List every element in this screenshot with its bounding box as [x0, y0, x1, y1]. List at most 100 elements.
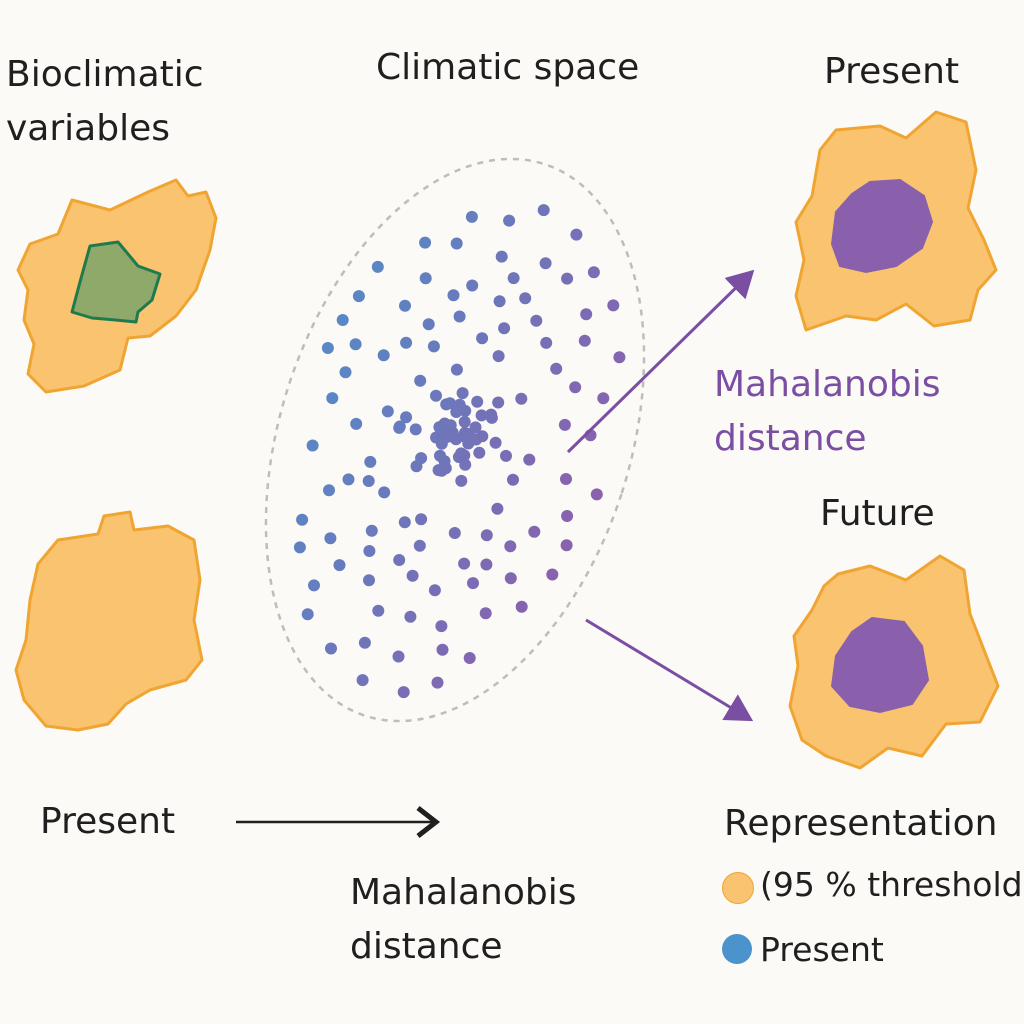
- legend-threshold-label: (95 % threshold: [760, 865, 1023, 904]
- mahalanobis-distance-bottom: Mahalanobis distance: [350, 866, 577, 974]
- climatic-point: [446, 426, 459, 439]
- arrow-to-future: [585, 618, 754, 722]
- climatic-point: [363, 545, 376, 557]
- climatic-point: [480, 558, 493, 571]
- climatic-point: [492, 396, 505, 409]
- climatic-point: [349, 338, 362, 351]
- representation-title: Representation: [724, 803, 998, 844]
- climatic-point: [306, 439, 319, 452]
- climatic-point: [364, 455, 377, 468]
- climatic-point: [450, 237, 463, 250]
- climatic-point: [301, 608, 314, 621]
- climatic-point: [365, 524, 378, 537]
- mahalanobis-bottom-line-2: distance: [350, 926, 503, 967]
- climatic-point: [393, 420, 406, 433]
- present-bottom-label: Present: [40, 801, 176, 842]
- climatic-point: [410, 460, 423, 473]
- climatic-point: [458, 415, 471, 428]
- present-map-shape: [14, 510, 204, 732]
- climatic-point: [455, 474, 468, 487]
- climatic-point: [428, 584, 441, 597]
- climatic-space-title: Climatic space: [376, 47, 640, 88]
- climatic-point: [427, 340, 440, 353]
- climatic-point: [493, 295, 506, 308]
- climatic-point: [515, 392, 528, 405]
- climatic-point: [431, 676, 444, 689]
- mahalanobis-right-line-2: distance: [714, 418, 867, 459]
- bioclimatic-variables-title: Bioclimatic variables: [6, 48, 204, 156]
- climatic-point: [480, 529, 493, 542]
- climatic-point: [378, 486, 391, 499]
- mahalanobis-bottom-line-1: Mahalanobis: [350, 872, 577, 913]
- climatic-point: [419, 272, 432, 285]
- climatic-point: [409, 423, 422, 436]
- climatic-point: [381, 405, 394, 418]
- climatic-point: [523, 453, 536, 466]
- climatic-point: [414, 374, 427, 387]
- arrow-to-present: [566, 269, 755, 454]
- climatic-point: [363, 574, 375, 587]
- climatic-point: [323, 484, 335, 497]
- climatic-points: [293, 204, 626, 699]
- climatic-point: [293, 541, 306, 554]
- climatic-point: [469, 421, 482, 434]
- climatic-point: [613, 351, 626, 364]
- climatic-point: [453, 310, 466, 323]
- climatic-point: [377, 349, 390, 362]
- climatic-point: [308, 579, 320, 592]
- climatic-point: [473, 446, 486, 459]
- climatic-point: [530, 314, 543, 327]
- climatic-point: [590, 488, 603, 501]
- climatic-point: [400, 336, 413, 349]
- climatic-point: [519, 292, 532, 305]
- climatic-point: [372, 604, 385, 617]
- climatic-space-ellipse: [264, 157, 646, 723]
- climatic-point: [296, 513, 309, 526]
- climatic-point: [415, 513, 428, 526]
- climatic-point: [450, 406, 463, 418]
- mahalanobis-distance-right: Mahalanobis distance: [714, 358, 941, 466]
- climatic-point: [491, 502, 504, 515]
- climatic-point: [398, 516, 411, 529]
- climatic-point: [371, 260, 384, 273]
- climatic-point: [492, 350, 505, 363]
- climatic-point: [504, 540, 517, 553]
- climatic-point: [504, 572, 517, 585]
- climatic-point: [350, 417, 363, 430]
- climatic-point: [476, 430, 489, 443]
- climatic-point: [450, 363, 463, 376]
- climatic-point: [362, 475, 375, 487]
- climatic-point: [400, 411, 413, 424]
- climatic-point: [479, 607, 492, 620]
- climatic-point: [558, 418, 571, 431]
- blue-dot-icon: [722, 934, 752, 964]
- climatic-point: [495, 250, 508, 263]
- climatic-point: [471, 395, 484, 408]
- mahalanobis-right-line-1: Mahalanobis: [714, 364, 941, 405]
- climatic-point: [578, 334, 591, 347]
- climatic-point: [324, 532, 337, 545]
- future-suitable-area: [830, 616, 930, 714]
- climatic-point: [485, 408, 498, 421]
- climatic-point: [457, 450, 470, 463]
- climatic-point: [570, 228, 583, 241]
- climatic-point: [498, 322, 511, 335]
- present-top-title: Present: [824, 51, 960, 92]
- climatic-point: [456, 387, 469, 400]
- climatic-point: [404, 610, 417, 623]
- climatic-point: [326, 392, 339, 405]
- climatic-point: [500, 449, 512, 462]
- climatic-point: [467, 577, 479, 590]
- climatic-point: [515, 600, 528, 613]
- climatic-point: [321, 342, 334, 354]
- climatic-point: [561, 272, 574, 285]
- climatic-point: [528, 525, 541, 538]
- climatic-point: [436, 643, 449, 656]
- climatic-point: [447, 289, 460, 302]
- climatic-point: [540, 336, 553, 349]
- climatic-point: [397, 686, 410, 699]
- species-range-shape: [70, 240, 162, 324]
- climatic-point: [569, 381, 582, 394]
- climatic-point: [560, 473, 572, 485]
- climatic-point: [339, 366, 352, 379]
